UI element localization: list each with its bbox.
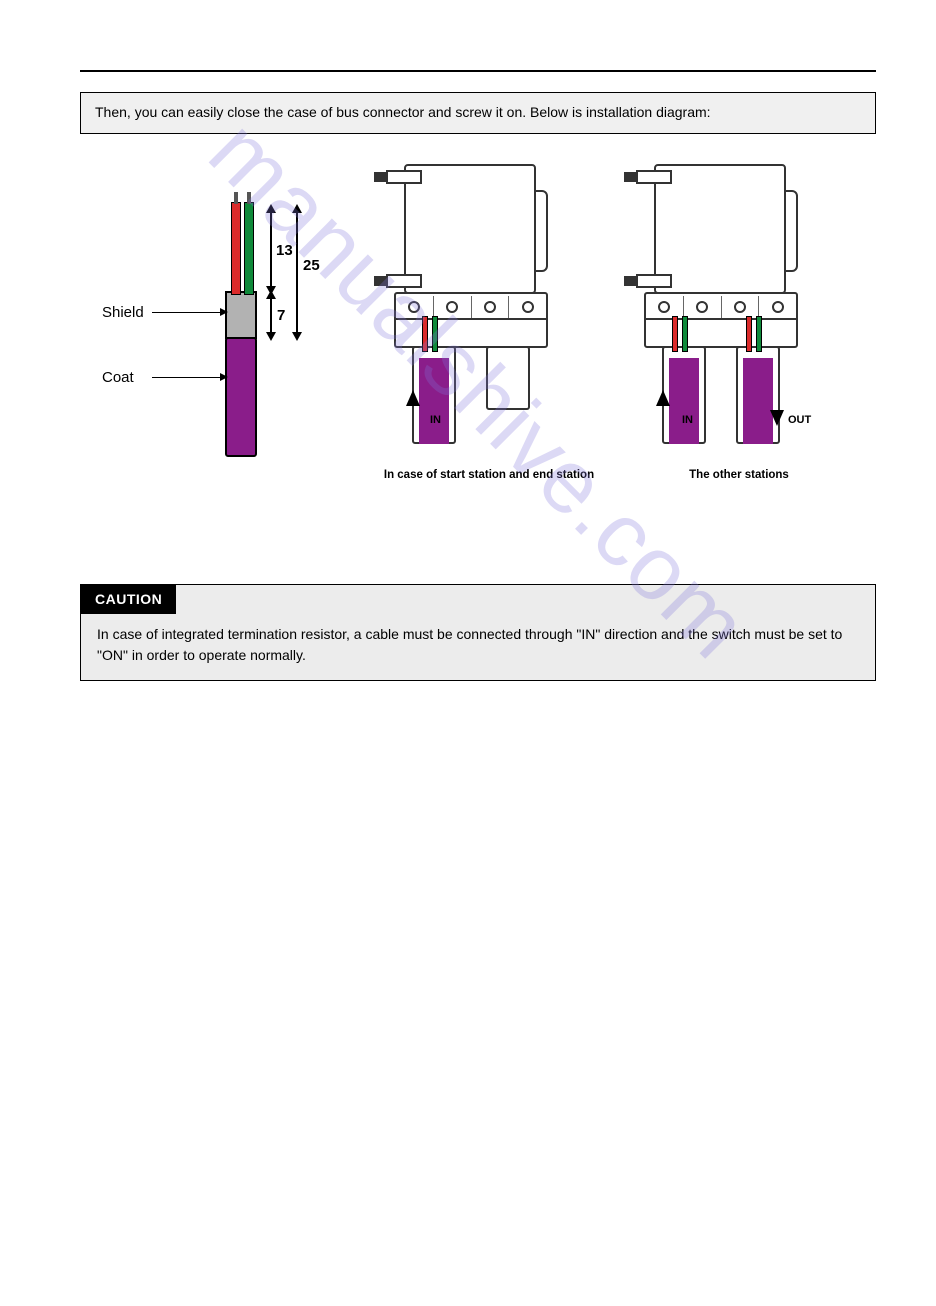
wire-a [422,316,428,352]
page: Then, you can easily close the case of b… [0,0,936,721]
cable-wire-a [231,202,241,295]
connector-double: IN OUT [638,164,838,484]
leader-line [152,312,224,313]
screw-tip [374,276,388,286]
instruction-text: Then, you can easily close the case of b… [95,104,711,120]
dim-value-13: 13 [276,242,293,259]
dim-line-13 [270,207,272,293]
dim-value-7: 7 [277,307,285,324]
in-label: IN [682,414,693,426]
clamp-row [646,296,796,320]
arrow-up-icon [656,390,670,406]
clamp-row [396,296,546,320]
cable-coat [225,337,257,457]
cable-diagram: 13 25 7 Shield Coat [98,194,358,454]
dim-line-25 [296,207,298,339]
terminal-screw-icon [446,301,458,313]
dsub-port [784,190,798,272]
arrow-icon [220,373,228,381]
wire-b [432,316,438,352]
in-label: IN [430,414,441,426]
cable-wire-tip-b [247,192,251,204]
caution-body: In case of integrated termination resist… [81,614,875,680]
installation-figure: manualshive.com 13 25 7 Shield Coat [98,164,858,554]
connector-clamp-block [394,292,548,348]
out-label: OUT [788,414,811,426]
cable-entry-out [736,346,780,444]
arrow-icon [266,332,276,341]
terminal-screw-icon [484,301,496,313]
arrow-icon [266,204,276,213]
screw-tip [624,172,638,182]
cable-segment [669,358,699,444]
retention-screw [636,170,672,184]
connector-clamp-block [644,292,798,348]
terminal-screw-icon [522,301,534,313]
connector-body [404,164,536,294]
retention-screw [386,170,422,184]
arrow-icon [292,204,302,213]
wire-a [672,316,678,352]
connector-body [654,164,786,294]
terminal-screw-icon [658,301,670,313]
wire-a [746,316,752,352]
wire-b [682,316,688,352]
terminal-screw-icon [696,301,708,313]
terminal-screw-icon [734,301,746,313]
screw-tip [624,276,638,286]
label-shield: Shield [102,304,144,321]
arrow-up-icon [406,390,420,406]
cable-shield [225,291,257,339]
wire-b [756,316,762,352]
connector-single: IN [388,164,588,484]
cable-wire-tip-a [234,192,238,204]
cable-segment [419,358,449,444]
dsub-port [534,190,548,272]
terminal-screw-icon [408,301,420,313]
label-coat: Coat [102,369,134,386]
caution-heading: CAUTION [81,585,176,614]
screw-tip [374,172,388,182]
cable-wire-b [244,202,254,295]
arrow-down-icon [770,410,784,426]
caution-box: CAUTION In case of integrated terminatio… [80,584,876,681]
dim-value-25: 25 [303,257,320,274]
cable-entry-empty [486,346,530,410]
arrow-icon [292,332,302,341]
arrow-icon [266,290,276,299]
terminal-screw-icon [772,301,784,313]
cable-segment [743,358,773,444]
arrow-icon [220,308,228,316]
top-rule [80,70,876,72]
caption-double: The other stations [654,469,824,481]
retention-screw [636,274,672,288]
caption-single: In case of start station and end station [366,469,612,481]
caution-text: In case of integrated termination resist… [97,626,842,663]
retention-screw [386,274,422,288]
leader-line [152,377,224,378]
instruction-box: Then, you can easily close the case of b… [80,92,876,134]
